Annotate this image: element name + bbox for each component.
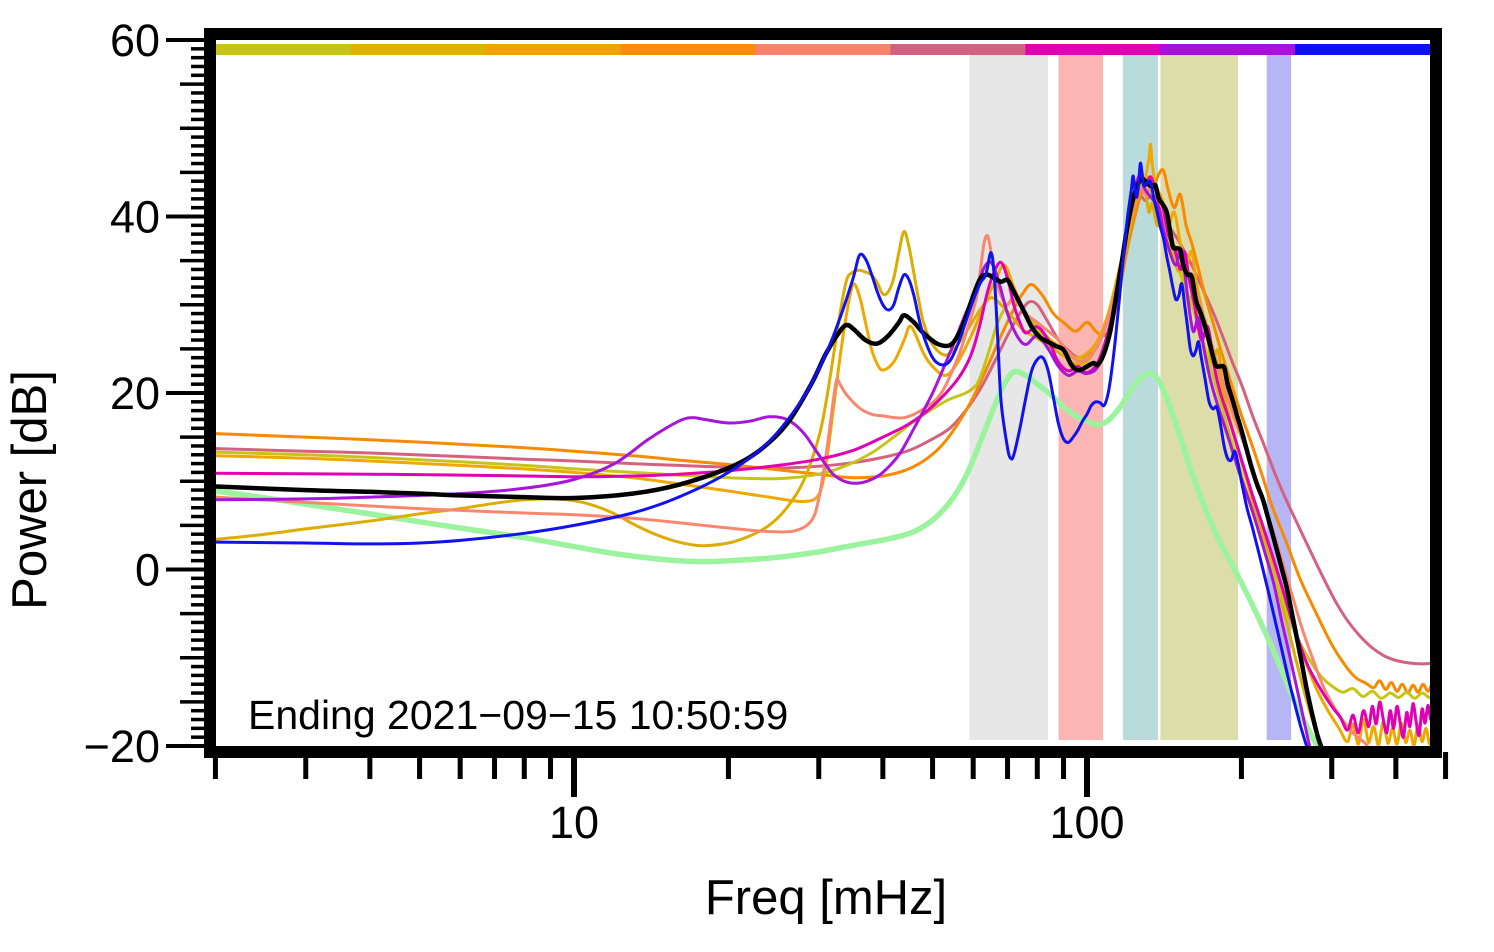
band-gray — [969, 55, 1049, 740]
strip-segment-5 — [755, 44, 891, 55]
series-crimson — [216, 192, 1430, 666]
series-yellow-green — [216, 177, 1430, 700]
x-axis-label: Freq [mHz] — [705, 871, 947, 925]
strip-segment-3 — [485, 44, 622, 55]
y-tick-label: −20 — [84, 721, 160, 772]
tick-labels-layer: 10 100 60 40 20 0 −20 — [84, 15, 1125, 848]
ticks-layer — [166, 38, 1449, 797]
strip-segment-6 — [890, 44, 1026, 55]
frequency-bands-layer — [969, 55, 1292, 740]
y-tick-label: 40 — [110, 192, 160, 243]
strip-segment-8 — [1160, 44, 1296, 55]
series-blue — [216, 161, 1309, 746]
strip-segment-2 — [350, 44, 487, 55]
plot-frame — [204, 28, 1442, 758]
series-layer — [216, 142, 1430, 746]
y-tick-label: 20 — [110, 368, 160, 419]
strip-segment-1 — [216, 44, 352, 55]
strip-segment-9 — [1295, 44, 1431, 55]
band-pink — [1058, 55, 1104, 740]
series-black-mean — [216, 176, 1324, 746]
x-tick-label: 10 — [549, 797, 599, 848]
y-tick-label: 0 — [135, 545, 160, 596]
series-salmon — [216, 184, 1370, 746]
y-tick-label: 60 — [110, 15, 160, 66]
series-orange — [216, 168, 1430, 695]
strip-segment-7 — [1025, 44, 1161, 55]
series-magenta — [216, 172, 1430, 739]
y-axis-label: Power [dB] — [3, 370, 57, 610]
top-color-strip — [216, 44, 1431, 55]
strip-segment-4 — [620, 44, 757, 55]
annotation-ending-date: Ending 2021−09−15 10:50:59 — [248, 692, 788, 738]
x-tick-label: 100 — [1049, 797, 1124, 848]
